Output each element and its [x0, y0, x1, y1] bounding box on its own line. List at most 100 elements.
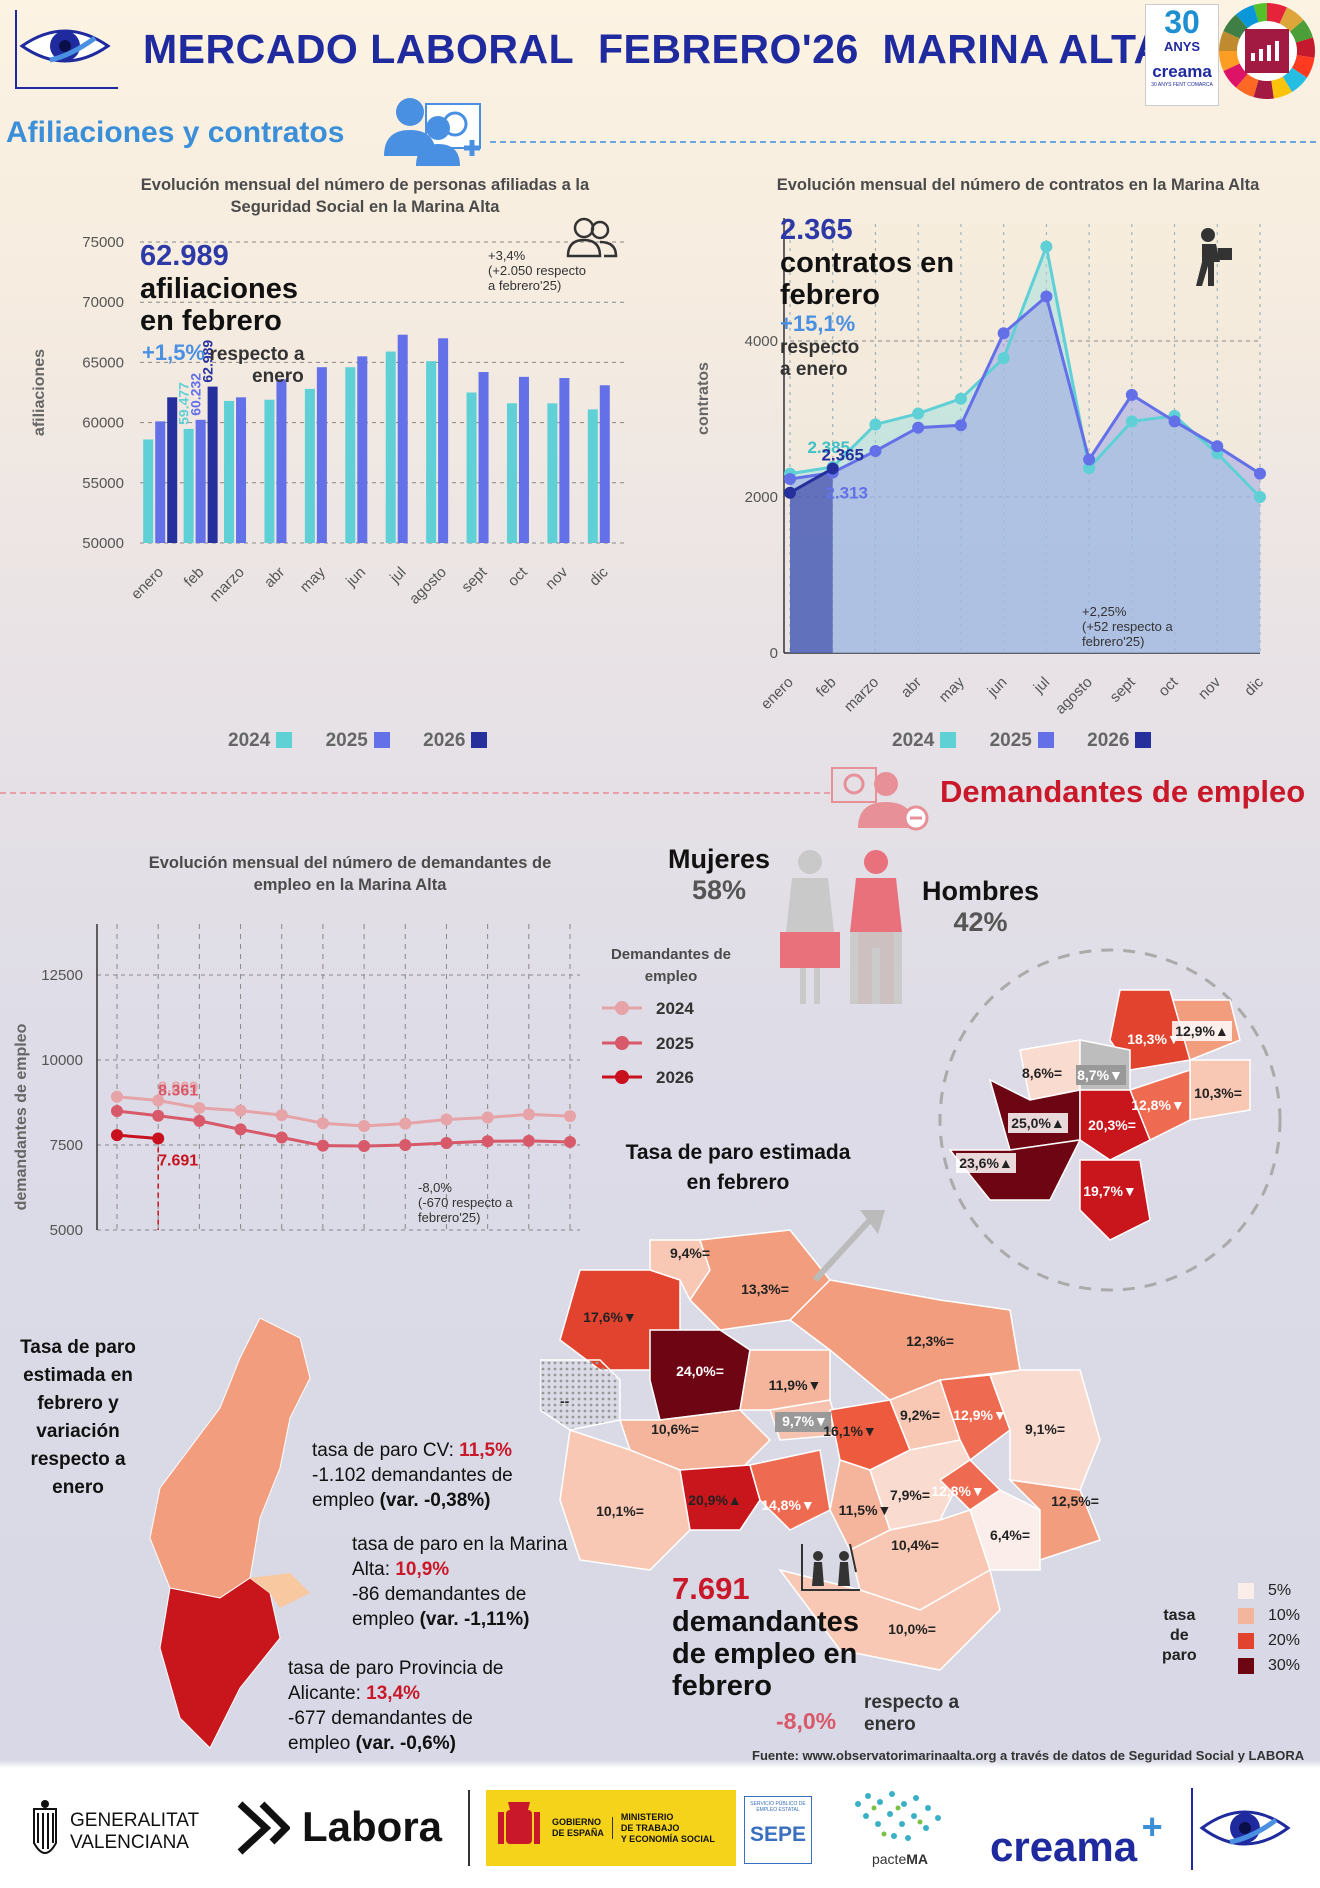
contracts-point [954, 419, 967, 432]
map-label: 10,6%= [651, 1421, 699, 1437]
zoom-label: 12,9%▲ [1175, 1023, 1229, 1039]
demand-label-2025: 8.361 [158, 1083, 198, 1100]
demand-point [440, 1136, 453, 1149]
title-right: MARINA ALTA [882, 26, 1164, 72]
contracts-point [997, 352, 1010, 365]
contracts-point [1040, 290, 1053, 303]
affil-headline-value: 62.989 [140, 240, 229, 272]
men-stat: Hombres 42% [922, 876, 1039, 938]
workers-icon [800, 1542, 862, 1592]
source-note: Fuente: www.observatorimarinaalta.org a … [752, 1748, 1305, 1763]
demand-legend-2025: 2025 [602, 1034, 694, 1053]
zoom-label: 23,6%▲ [959, 1155, 1013, 1171]
contracts-pct-text-2: a enero [780, 359, 848, 380]
map-title-1: Tasa de paro estimada [625, 1141, 851, 1164]
ma-rate-label-2: Alta: [352, 1559, 391, 1580]
affil-pct-text-2: enero [252, 366, 304, 387]
demand-yoy-note: -8,0% (-670 respecto a febrero'25) [418, 1180, 513, 1225]
affil-note-2: (+2.050 respecto [488, 263, 586, 278]
cv-note: tasa de paro CV: 11,5% -1.102 demandante… [312, 1438, 513, 1513]
demand-point [399, 1139, 412, 1151]
map-label: 20,9%▲ [688, 1492, 742, 1508]
badge-number: 30 [1164, 4, 1200, 40]
contracts-label-2024: 2.385 [807, 438, 850, 457]
demand-point [481, 1135, 494, 1148]
demand-legend-title: Demandantes de empleo [610, 946, 732, 985]
affil-ylabel: afiliaciones [31, 349, 48, 436]
affil-legend-2024: 2024 [228, 730, 293, 751]
legend-title-3: paro [1162, 1647, 1197, 1664]
map-legend-label: 20% [1268, 1631, 1301, 1649]
ma-line3: empleo [352, 1609, 415, 1630]
demand-pct-text: respecto a enero [864, 1692, 959, 1736]
affil-bar [547, 403, 558, 543]
gva-text-2: VALENCIANA [70, 1832, 189, 1853]
contracts-pct-text-1: respecto [780, 337, 860, 358]
alicante-shape [159, 1577, 281, 1749]
gva-logo: GENERALITAT VALENCIANA [30, 1792, 199, 1872]
zoom-label: 25,0%▲ [1011, 1115, 1065, 1131]
map-label: 24,0%= [676, 1363, 724, 1379]
zoom-label: 12,8%▼ [1131, 1097, 1185, 1113]
labora-mark-icon [237, 1801, 290, 1855]
svg-text:2025: 2025 [656, 1034, 694, 1053]
demand-point [564, 1110, 576, 1123]
contracts-point [869, 418, 882, 431]
contracts-headline-text-1: contratos en [780, 247, 955, 279]
map-legend-swatch [1238, 1607, 1254, 1624]
demand-note-1: -8,0% [418, 1180, 452, 1195]
gva-text-1: GENERALITAT [70, 1810, 200, 1831]
min-text-2: DE TRABAJO [620, 1822, 680, 1833]
affil-chart: 50000 55000 60000 65000 70000 75000 afiliacion… [31, 234, 625, 608]
map-legend-label: 30% [1268, 1656, 1301, 1674]
affil-pct: +1,5% [142, 340, 205, 365]
demand-headline-text-3: febrero [672, 1670, 772, 1702]
demand-point [564, 1135, 576, 1148]
affil-bar [276, 379, 287, 543]
contracts-headline-text-2: febrero [780, 279, 880, 311]
affil-bar [385, 351, 396, 543]
affil-data-label: 59.477 [176, 382, 192, 425]
contracts-point [1168, 415, 1181, 428]
map-label: 7,9%= [890, 1487, 930, 1503]
map-legend-title: tasa de paro [1162, 1606, 1197, 1666]
zoom-label: 20,3%= [1088, 1117, 1136, 1133]
section-title-demand: Demandantes de empleo [940, 774, 1306, 809]
affil-xtick: jun [342, 564, 369, 591]
contracts-point [912, 407, 925, 420]
creama-plus-icon: + [1141, 1806, 1163, 1847]
affil-bar [155, 421, 166, 543]
gobierno-logo: GOBIERNO DE ESPAÑA MINISTERIO DE TRABAJO… [486, 1790, 736, 1866]
svg-text:2026: 2026 [656, 1068, 694, 1087]
contracts-xtick: nov [1195, 673, 1224, 702]
contracts-point [826, 462, 839, 475]
contracts-ylabel: contratos [695, 362, 712, 435]
demand-ytick: 5000 [50, 1222, 83, 1239]
contracts-point [1040, 240, 1053, 253]
map-label: 14,8%▼ [761, 1497, 815, 1513]
affil-ytick: 50000 [82, 535, 124, 552]
ma-rate: 10,9% [395, 1559, 450, 1580]
demand-point [316, 1117, 329, 1130]
demand-point [152, 1094, 165, 1107]
sepe-logo: SERVICIO PÚBLICO DE EMPLEO ESTATAL SEPE [744, 1796, 812, 1864]
labora-text: Labora [302, 1803, 443, 1850]
cv-rate-label: tasa de paro CV: [312, 1440, 454, 1461]
sdg-wheel-icon [1218, 2, 1316, 100]
affil-headline-text-1: afiliaciones [140, 273, 298, 305]
affil-headline-text-2: en febrero [140, 305, 282, 337]
zoom-label: 8,7%▼ [1077, 1067, 1123, 1083]
affil-xtick: jul [386, 564, 409, 587]
c-legend-swatch-2026 [1135, 732, 1152, 748]
demand-point [234, 1104, 247, 1117]
cv-rate: 11,5% [459, 1440, 512, 1461]
zoom-label-box [1172, 1021, 1232, 1041]
contracts-point [1125, 415, 1138, 428]
affil-legend: 2024 2025 2026 [228, 730, 488, 752]
map-legend-swatch [1238, 1657, 1254, 1674]
demand-point [152, 1132, 165, 1145]
contracts-point [1125, 388, 1138, 401]
legend-swatch-2026 [471, 732, 488, 748]
affil-chart-title: Evolución mensual del número de personas… [140, 176, 590, 216]
